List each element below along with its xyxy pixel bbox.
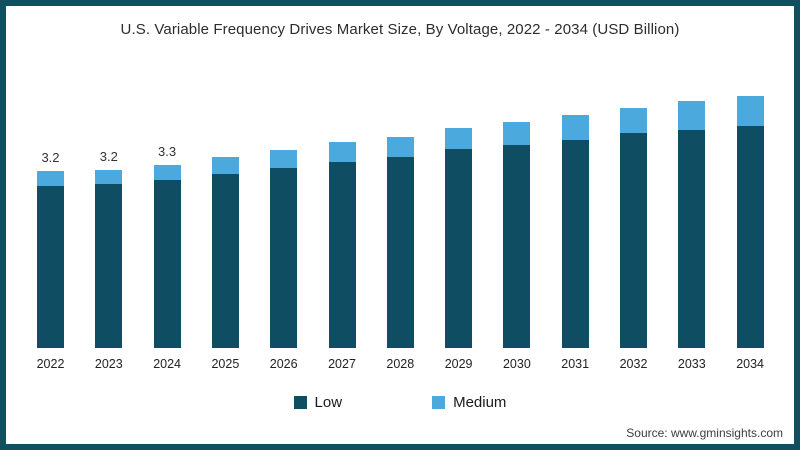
legend: Low Medium xyxy=(6,394,794,411)
bar-segment-medium-2023 xyxy=(95,170,123,184)
bar-segment-medium-2027 xyxy=(328,142,356,162)
low-series-swatch-icon xyxy=(293,396,307,409)
bar-segment-medium-2026 xyxy=(270,150,298,168)
bar-segment-low-2033 xyxy=(678,130,706,348)
legend-label-low: Low xyxy=(314,394,343,411)
bar-segment-medium-2028 xyxy=(386,137,414,157)
bar-segment-medium-2031 xyxy=(561,115,589,140)
source-credit: Source: www.gminsights.com xyxy=(626,426,783,440)
x-tick-label-2023: 2023 xyxy=(94,357,123,371)
bar-segment-low-2027 xyxy=(328,162,356,348)
legend-item-low: Low xyxy=(293,394,343,411)
bar-segment-low-2025 xyxy=(211,174,239,348)
x-tick-label-2026: 2026 xyxy=(269,357,298,371)
x-tick-label-2024: 2024 xyxy=(153,357,181,371)
bar-value-label-2023: 3.2 xyxy=(99,149,118,164)
bar-segment-low-2022 xyxy=(37,186,64,348)
legend-item-medium: Medium xyxy=(432,394,506,411)
bar-value-label-2022: 3.2 xyxy=(41,150,60,165)
x-tick-label-2030: 2030 xyxy=(502,357,531,371)
bar-segment-medium-2030 xyxy=(503,122,531,145)
bar-value-label-2024: 3.3 xyxy=(158,144,177,159)
x-tick-label-2027: 2027 xyxy=(328,357,356,371)
bar-segment-medium-2034 xyxy=(736,96,764,126)
medium-series-swatch-icon xyxy=(432,396,446,409)
x-tick-label-2028: 2028 xyxy=(386,357,415,371)
x-tick-label-2022: 2022 xyxy=(36,357,65,371)
bar-segment-low-2024 xyxy=(153,180,181,348)
bar-segment-medium-2022 xyxy=(37,171,64,186)
x-tick-label-2029: 2029 xyxy=(444,357,473,371)
bar-segment-low-2029 xyxy=(445,149,473,348)
bar-segment-medium-2033 xyxy=(678,101,706,130)
bar-segment-low-2032 xyxy=(620,133,647,348)
bar-segment-low-2023 xyxy=(95,184,123,348)
bar-segment-low-2028 xyxy=(386,157,414,348)
bar-segment-low-2026 xyxy=(270,168,298,348)
bar-segment-medium-2029 xyxy=(445,128,473,149)
chart-title: U.S. Variable Frequency Drives Market Si… xyxy=(120,21,680,38)
plot-area: 3.2 2022 3.2 2023 3.3 2024 2025 2026 2027 2028 202… xyxy=(6,6,794,444)
bar-segment-medium-2024 xyxy=(153,165,181,180)
bar-segment-low-2031 xyxy=(561,140,589,348)
x-tick-label-2032: 2032 xyxy=(619,357,648,371)
bar-segment-low-2034 xyxy=(736,126,764,348)
x-tick-label-2031: 2031 xyxy=(561,357,590,371)
x-tick-label-2034: 2034 xyxy=(736,357,764,371)
bar-segment-medium-2025 xyxy=(211,157,239,174)
bar-segment-medium-2032 xyxy=(620,108,647,133)
x-tick-label-2025: 2025 xyxy=(211,357,240,371)
legend-label-medium: Medium xyxy=(453,394,507,411)
x-tick-label-2033: 2033 xyxy=(677,357,706,371)
bar-segment-low-2030 xyxy=(503,145,531,348)
